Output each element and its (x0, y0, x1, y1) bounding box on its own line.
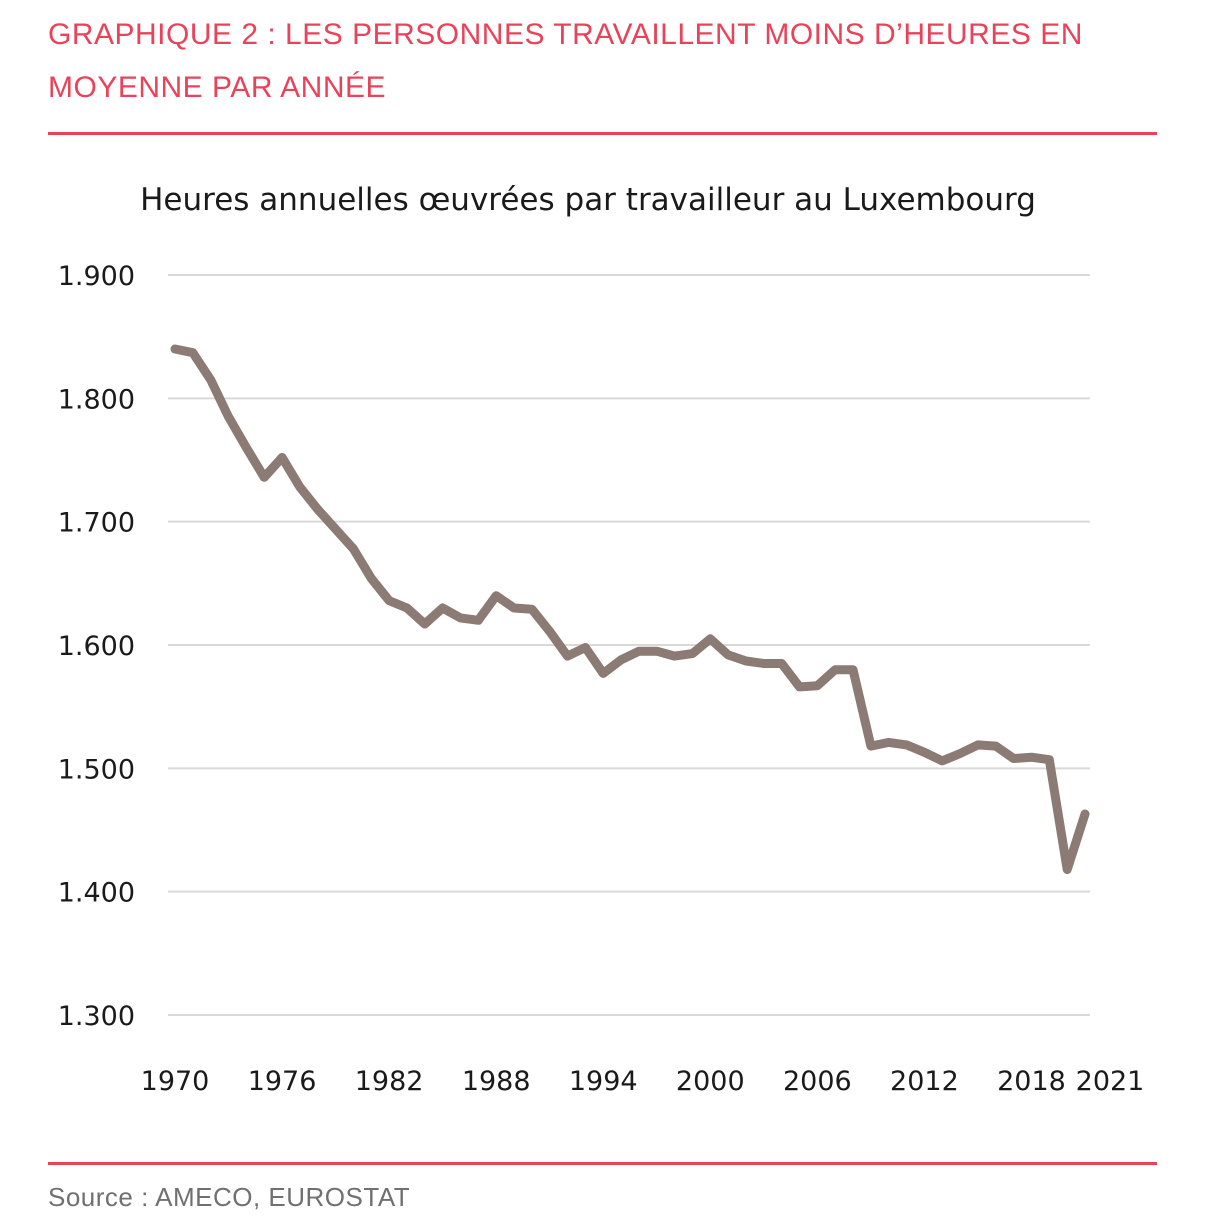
x-tick-label: 2000 (676, 1066, 745, 1097)
y-tick-label: 1.500 (58, 754, 135, 785)
top-divider (48, 132, 1157, 135)
y-axis-ticks: 1.900 1.800 1.700 1.600 1.500 1.400 1.300 (58, 261, 135, 1032)
x-tick-label: 2021 (1076, 1066, 1145, 1097)
x-tick-label: 1982 (355, 1066, 424, 1097)
y-tick-label: 1.700 (58, 508, 135, 539)
x-tick-label: 1994 (569, 1066, 638, 1097)
y-tick-label: 1.400 (58, 878, 135, 909)
x-tick-label: 1988 (462, 1066, 531, 1097)
x-tick-label: 2006 (783, 1066, 852, 1097)
x-tick-label: 2012 (890, 1066, 959, 1097)
x-tick-label: 1976 (248, 1066, 317, 1097)
y-tick-label: 1.600 (58, 631, 135, 662)
source-note: Source : AMECO, EUROSTAT (48, 1182, 411, 1212)
x-axis-ticks: 1970 1976 1982 1988 1994 2000 2006 2012 2018 2021 (141, 1066, 1145, 1097)
line-chart: Heures annuelles œuvrées par travailleur… (58, 182, 1145, 1097)
x-tick-label: 2018 (997, 1066, 1066, 1097)
y-tick-label: 1.900 (58, 261, 135, 292)
bottom-divider (48, 1162, 1157, 1165)
y-tick-label: 1.800 (58, 384, 135, 415)
series-line (170, 344, 1090, 874)
gridlines (168, 274, 1090, 1016)
chart-heading: GRAPHIQUE 2 : LES PERSONNES TRAVAILLENT … (48, 18, 1083, 104)
y-tick-label: 1.300 (58, 1001, 135, 1032)
x-tick-label: 1970 (141, 1066, 210, 1097)
chart-title: Heures annuelles œuvrées par travailleur… (140, 182, 1036, 218)
data-points (174, 348, 1086, 870)
